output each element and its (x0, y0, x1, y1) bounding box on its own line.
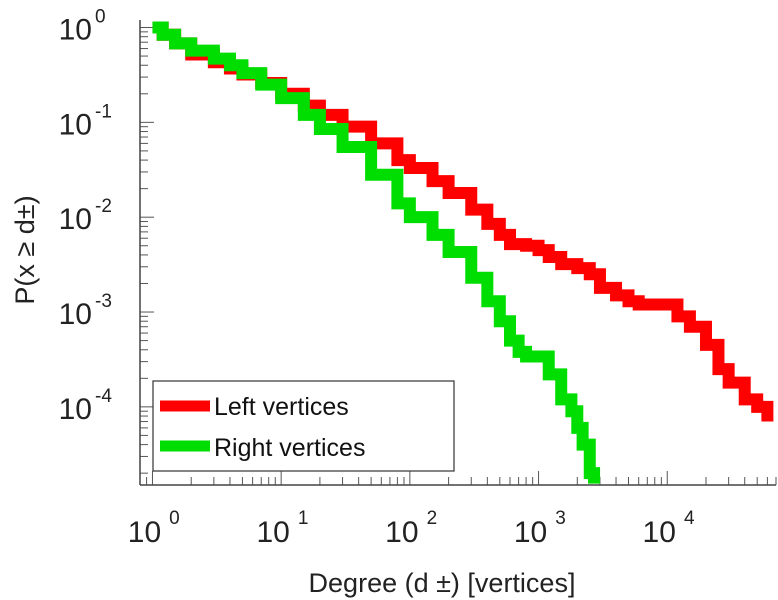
x-tick-label: 10 (256, 516, 289, 549)
x-tick-exponent: 0 (169, 508, 180, 529)
x-tick-exponent: 3 (555, 508, 566, 529)
y-tick-exponent: -4 (95, 386, 112, 407)
x-tick-label: 10 (514, 516, 547, 549)
x-tick-label: 10 (643, 516, 676, 549)
x-tick-exponent: 1 (298, 508, 309, 529)
legend: Left vertices Right vertices (152, 380, 455, 472)
series-layer (152, 21, 774, 484)
y-axis-title: P(x ≥ d±) (10, 195, 40, 304)
minor-ticks (139, 27, 777, 485)
series-line-right-vertices (152, 21, 601, 484)
legend-label-right-vertices: Right vertices (214, 434, 365, 462)
y-tick-exponent: 0 (95, 7, 106, 28)
y-tick-exponent: -3 (95, 291, 112, 312)
axes (139, 20, 776, 486)
legend-box (152, 380, 455, 472)
y-tick-label: 10 (59, 203, 92, 236)
x-tick-exponent: 4 (684, 508, 695, 529)
y-tick-exponent: -2 (95, 196, 112, 217)
y-tick-label: 10 (59, 14, 92, 47)
y-tick-label: 10 (59, 108, 92, 141)
y-tick-label: 10 (59, 393, 92, 426)
legend-label-left-vertices: Left vertices (214, 393, 349, 421)
x-tick-exponent: 2 (427, 508, 438, 529)
y-tick-label: 10 (59, 298, 92, 331)
x-tick-label: 10 (385, 516, 418, 549)
x-axis-title: Degree (d ±) [vertices] (309, 568, 576, 598)
y-tick-exponent: -1 (95, 101, 112, 122)
x-tick-label: 10 (128, 516, 161, 549)
x-tick-labels: 10 0 10 1 10 2 10 3 10 4 (128, 508, 695, 549)
